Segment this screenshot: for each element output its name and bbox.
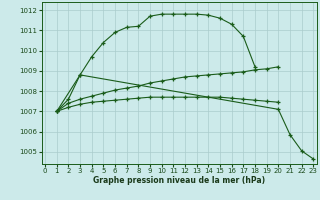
X-axis label: Graphe pression niveau de la mer (hPa): Graphe pression niveau de la mer (hPa) [93,176,265,185]
